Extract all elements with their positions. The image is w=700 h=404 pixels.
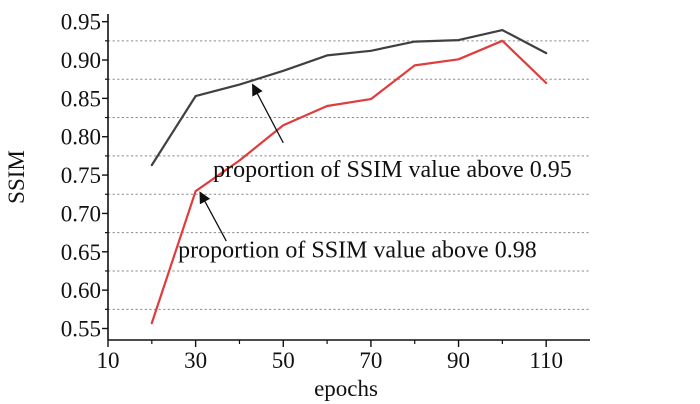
x-tick-label: 10 xyxy=(97,348,120,373)
y-tick-label: 0.80 xyxy=(61,125,101,150)
axes xyxy=(107,14,590,341)
y-tick-label: 0.95 xyxy=(61,10,101,35)
annotation-label-1: proportion of SSIM value above 0.95 xyxy=(213,157,572,183)
annotation-label-2: proportion of SSIM value above 0.98 xyxy=(178,238,537,264)
annotations: proportion of SSIM value above 0.95 propo… xyxy=(178,83,572,264)
x-axis-title: epochs xyxy=(314,376,378,401)
series-line-2 xyxy=(150,39,548,325)
y-tick-label: 0.90 xyxy=(61,48,101,73)
annotation-arrow-1 xyxy=(252,83,284,144)
x-tick-label: 50 xyxy=(272,348,295,373)
annotation-arrow-2 xyxy=(199,191,227,242)
x-tick-label: 70 xyxy=(359,348,382,373)
x-tick-label: 30 xyxy=(184,348,207,373)
y-tick-label: 0.55 xyxy=(61,316,101,341)
x-tick-label: 90 xyxy=(447,348,470,373)
series xyxy=(150,29,548,325)
y-axis-title: SSIM xyxy=(4,150,29,204)
y-tick-label: 0.60 xyxy=(61,278,101,303)
axis-ticks: 0.55 0.60 0.65 0.70 0.75 0.80 0.85 0.90 0.95 10 30… xyxy=(61,10,563,373)
y-tick-label: 0.85 xyxy=(61,86,101,111)
y-tick-label: 0.65 xyxy=(61,240,101,265)
y-tick-label: 0.70 xyxy=(61,201,101,226)
x-tick-label: 110 xyxy=(529,348,563,373)
y-tick-label: 0.75 xyxy=(61,163,101,188)
gridlines xyxy=(108,40,590,310)
series-line-1 xyxy=(150,29,548,167)
